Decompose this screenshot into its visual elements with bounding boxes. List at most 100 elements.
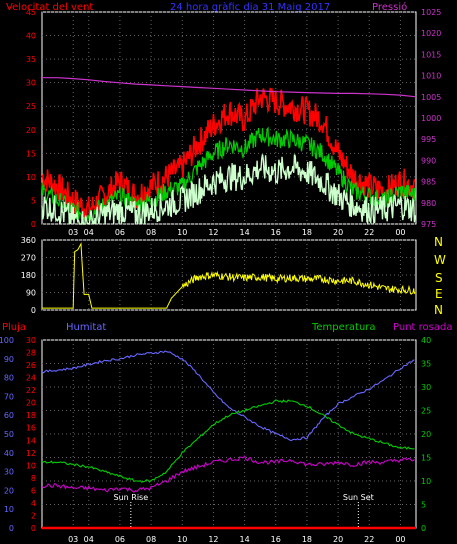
temperature-label: Temperatura — [311, 322, 376, 333]
pressure-axis: 975 980 985 990 995 1000 1005 1010 1015 1020 1025 — [421, 8, 441, 229]
pressure-title: Pressió — [372, 1, 407, 13]
humidity-tick: 10 — [26, 461, 36, 470]
wind-x-tick: 20 — [333, 228, 343, 237]
temperature-tick: 35 — [421, 360, 431, 369]
rain-tick: 80 — [4, 374, 14, 383]
pressure-line — [42, 77, 417, 98]
rain-tick: 0 — [9, 524, 14, 533]
wind-x-tick: 03 — [68, 228, 78, 237]
pressure-tick: 1005 — [421, 93, 441, 102]
temperature-x-tick: 03 — [68, 535, 78, 544]
temperature-axis: 0 5 10 15 20 25 30 35 40 — [421, 336, 431, 533]
temperature-tick: 0 — [421, 524, 426, 533]
direction-tick: 180 — [21, 271, 36, 280]
wind-x-tick: 18 — [302, 228, 312, 237]
wind-x-tick: 06 — [115, 228, 125, 237]
chart-title: 24 hora gràfic dia 31 Maig 2017 — [170, 1, 330, 13]
direction-tick: 270 — [21, 254, 36, 263]
pressure-tick: 980 — [421, 199, 436, 208]
wind-speed-tick: 0 — [31, 220, 36, 229]
compass-s: S — [435, 271, 443, 285]
direction-series-group — [42, 242, 416, 309]
humidity-tick: 12 — [26, 449, 36, 458]
pressure-tick: 985 — [421, 178, 436, 187]
humidity-tick: 2 — [31, 511, 36, 520]
direction-axis: 0 90 180 270 360 — [21, 236, 36, 315]
direction-tick: 0 — [31, 306, 36, 315]
temperature-tick: 20 — [421, 430, 431, 439]
sunrise-marker-label: Sun Rise — [114, 493, 149, 502]
temperature-series-group — [41, 350, 416, 530]
humidity-tick: 8 — [31, 474, 36, 483]
rain-tick: 100 — [0, 336, 14, 345]
wind-x-tick: 00 — [395, 228, 405, 237]
wind-title: Velocitat del vent — [6, 2, 93, 13]
rain-tick: 90 — [4, 355, 14, 364]
pressure-tick: 1000 — [421, 114, 441, 123]
pressure-tick: 1010 — [421, 72, 441, 81]
temperature-x-tick: 12 — [208, 535, 218, 544]
wind-speed-tick: 45 — [26, 8, 36, 17]
humidity-tick: 18 — [26, 411, 36, 420]
direction-tick: 360 — [21, 236, 36, 245]
temperature-x-tick: 20 — [333, 535, 343, 544]
pressure-tick: 990 — [421, 156, 436, 165]
temperature-x-tick: 06 — [115, 535, 125, 544]
wind-speed-axis: 0 5 10 15 20 25 30 35 40 45 — [26, 8, 36, 229]
wind-panel-frame — [41, 11, 417, 225]
pressure-tick: 1025 — [421, 8, 441, 17]
pressure-tick: 995 — [421, 135, 436, 144]
compass-n-top: N — [434, 235, 443, 249]
temperature-x-axis: 03 04 06 08 10 12 14 16 18 20 22 00 — [68, 535, 405, 544]
humidity-tick: 0 — [31, 524, 36, 533]
wind-x-tick: 10 — [177, 228, 187, 237]
rain-tick: 70 — [4, 392, 14, 401]
wind-speed-tick: 35 — [26, 55, 36, 64]
wind-series-group — [41, 77, 417, 225]
temperature-tick: 40 — [421, 336, 431, 345]
temperature-x-tick: 18 — [302, 535, 312, 544]
rain-axis: 0 10 20 30 40 50 60 70 80 90 100 — [0, 336, 14, 533]
humidity-tick: 20 — [26, 399, 36, 408]
humidity-tick: 16 — [26, 424, 36, 433]
wind-speed-tick: 40 — [26, 32, 36, 41]
humidity-label: Humitat — [66, 322, 106, 333]
wind-gust-line — [41, 87, 416, 222]
temperature-x-tick: 04 — [84, 535, 94, 544]
compass-e: E — [435, 287, 443, 301]
wind-x-axis: 03 04 06 08 10 12 14 16 18 20 22 00 — [68, 228, 405, 237]
pressure-tick: 975 — [421, 220, 436, 229]
humidity-tick: 24 — [26, 374, 36, 383]
temperature-tick: 25 — [421, 407, 431, 416]
humidity-line — [41, 350, 415, 442]
temperature-x-tick: 10 — [177, 535, 187, 544]
humidity-tick: 26 — [26, 361, 36, 370]
wind-speed-tick: 30 — [26, 79, 36, 88]
humidity-tick: 30 — [26, 336, 36, 345]
pressure-tick: 1015 — [421, 50, 441, 59]
rain-tick: 60 — [4, 411, 14, 420]
rain-tick: 10 — [4, 505, 14, 514]
direction-line — [42, 242, 416, 309]
wind-speed-tick: 20 — [26, 126, 36, 135]
wind-x-tick: 12 — [208, 228, 218, 237]
dewpoint-line — [41, 455, 415, 493]
rain-tick: 30 — [4, 468, 14, 477]
wind-speed-tick: 25 — [26, 102, 36, 111]
wind-x-tick: 04 — [84, 228, 94, 237]
dewpoint-label: Punt rosada — [393, 322, 452, 333]
rain-tick: 50 — [4, 430, 14, 439]
sun-markers: Sun Rise Sun Set — [114, 493, 374, 528]
temperature-panel-grid — [42, 339, 416, 529]
wind-speed-tick: 10 — [26, 173, 36, 182]
sunset-marker-label: Sun Set — [343, 493, 374, 502]
rain-tick: 40 — [4, 449, 14, 458]
humidity-tick: 22 — [26, 386, 36, 395]
wind-x-tick: 08 — [146, 228, 156, 237]
compass-n-bottom: N — [434, 303, 443, 317]
rain-tick: 20 — [4, 486, 14, 495]
rain-label: Pluja — [2, 322, 26, 333]
direction-tick: 90 — [26, 289, 36, 298]
